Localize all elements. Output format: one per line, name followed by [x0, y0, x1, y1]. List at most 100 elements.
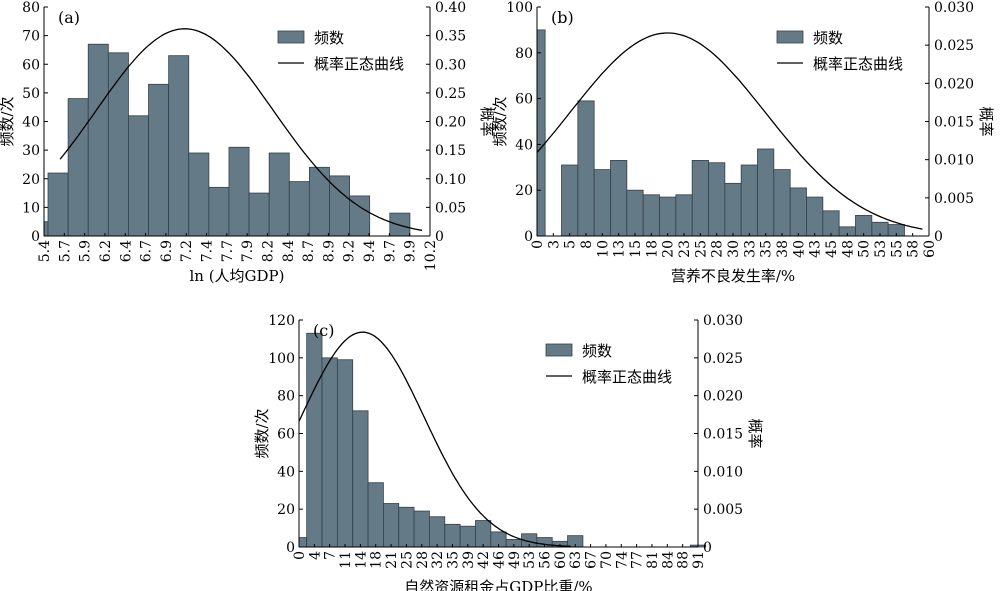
histogram-bar — [188, 152, 210, 237]
y2-tick-label: 0.010 — [703, 464, 743, 480]
x-axis-title: 营养不良发生率/% — [671, 267, 795, 285]
y-tick-label: 60 — [277, 427, 295, 443]
x-tick-label: 28 — [415, 551, 431, 569]
histogram-bar — [288, 181, 310, 237]
y2-tick-label: 0.010 — [934, 153, 974, 169]
x-tick-label: 56 — [538, 551, 554, 569]
x-tick-label: 28 — [710, 240, 726, 258]
x-tick-label: 55 — [889, 240, 905, 258]
x-tick-label: 70 — [599, 551, 615, 569]
x-tick-label: 40 — [791, 240, 807, 258]
y2-tick-label: 0.030 — [934, 0, 974, 16]
x-tick-label: 91 — [691, 551, 707, 569]
histogram-bar — [855, 214, 873, 237]
y2-tick-label: 0.05 — [435, 200, 466, 216]
histogram-bar — [642, 194, 660, 237]
x-tick-label: 45 — [824, 240, 840, 258]
histogram-bar — [248, 192, 270, 237]
y2-tick-label: 0 — [703, 540, 712, 556]
y-axis-title: 频数/次 — [491, 96, 509, 146]
x-tick-label: 25 — [399, 551, 415, 569]
histogram-bar — [228, 146, 250, 237]
y-tick-label: 80 — [277, 389, 295, 405]
panel-label: (a) — [58, 8, 80, 27]
y2-tick-label: 0.20 — [435, 115, 466, 131]
normal-curve-line — [298, 331, 571, 547]
x-tick-label: 58 — [906, 240, 922, 258]
y-tick-label: 80 — [22, 0, 40, 16]
y2-tick-label: 0.40 — [435, 0, 466, 16]
legend-bar-swatch — [277, 30, 305, 44]
histogram-bar — [306, 332, 323, 548]
x-axis-title: ln (人均GDP) — [189, 267, 284, 285]
y-tick-label: 60 — [515, 92, 533, 108]
y2-tick-label: 0 — [934, 229, 943, 245]
x-tick-label: 6.7 — [139, 240, 155, 262]
x-tick-label: 81 — [645, 551, 661, 569]
x-tick-label: 6.2 — [98, 240, 114, 262]
x-tick-label: 5.7 — [57, 240, 73, 262]
histogram-bar — [87, 43, 109, 237]
x-tick-label: 8.9 — [321, 240, 337, 262]
y-tick-label: 20 — [277, 502, 295, 518]
x-tick-label: 18 — [644, 240, 660, 258]
y-tick-label: 50 — [22, 86, 40, 102]
x-tick-label: 88 — [676, 551, 692, 569]
histogram-bar — [757, 148, 775, 237]
histogram-bar — [610, 160, 628, 237]
x-tick-label: 53 — [522, 551, 538, 569]
histogram-bar — [43, 221, 49, 237]
y2-tick-label: 0.020 — [934, 76, 974, 92]
panel-b: 02040608010000.0050.0100.0150.0200.0250.… — [491, 0, 995, 285]
histogram-bar — [383, 503, 400, 548]
panel-label: (b) — [551, 8, 574, 27]
legend-bar-label: 频数 — [314, 29, 344, 47]
histogram-bar — [352, 410, 369, 548]
legend-curve-label: 概率正态曲线 — [813, 55, 903, 73]
x-tick-label: 32 — [430, 551, 446, 569]
histogram-bar — [740, 164, 758, 237]
y2-axis-title: 概率 — [478, 106, 496, 136]
x-axis-title: 自然资源租金占GDP比重/% — [404, 578, 592, 591]
panel-a: 0 10 20 30 40 50 60 70 80 0 0.05 0.10 0.15 0.20 0.25 0.… — [0, 0, 496, 285]
histogram-bar — [413, 510, 430, 548]
x-tick-label: 4 — [307, 551, 323, 560]
y-tick-label: 70 — [22, 29, 40, 45]
x-tick-label: 25 — [693, 240, 709, 258]
x-tick-label: 33 — [742, 240, 758, 258]
panel-label: (c) — [313, 321, 334, 340]
x-tick-label: 9.7 — [382, 240, 398, 262]
x-tick-label: 6.4 — [118, 240, 134, 262]
y2-tick-label: 0.30 — [435, 57, 466, 73]
x-tick-label: 35 — [445, 551, 461, 569]
y2-tick-label: 0 — [435, 229, 444, 245]
y-axis-title: 频数/次 — [0, 96, 16, 146]
legend-bar-swatch — [776, 30, 804, 44]
y2-tick-label: 0.15 — [435, 143, 466, 159]
histogram-bar — [128, 115, 149, 237]
x-tick-label: 23 — [677, 240, 693, 258]
histogram-bar — [691, 160, 709, 237]
y2-tick-label: 0.015 — [703, 427, 743, 443]
y-tick-label: 80 — [515, 46, 533, 62]
histogram-bar — [577, 100, 595, 237]
x-tick-label: 0 — [292, 551, 308, 560]
x-tick-label: 18 — [369, 551, 385, 569]
x-tick-label: 49 — [507, 551, 523, 569]
y2-tick-label: 0.025 — [934, 38, 974, 54]
x-tick-label: 8.4 — [281, 240, 297, 262]
x-tick-label: 42 — [476, 551, 492, 569]
x-tick-label: 7.7 — [220, 240, 236, 262]
histogram-bar — [536, 29, 546, 237]
x-tick-label: 77 — [630, 551, 646, 569]
x-tick-label: 11 — [338, 551, 354, 569]
normal-curve-line — [59, 28, 423, 231]
y2-tick-label: 0.005 — [703, 502, 743, 518]
y2-tick-label: 0.10 — [435, 172, 466, 188]
histogram-bar — [444, 523, 461, 548]
x-tick-label: 48 — [840, 240, 856, 258]
panel-c: 02040608010012000.0050.0100.0150.0200.02… — [253, 313, 764, 591]
histogram-bar — [724, 182, 742, 237]
y-tick-label: 60 — [22, 57, 40, 73]
x-tick-label: 15 — [628, 240, 644, 258]
